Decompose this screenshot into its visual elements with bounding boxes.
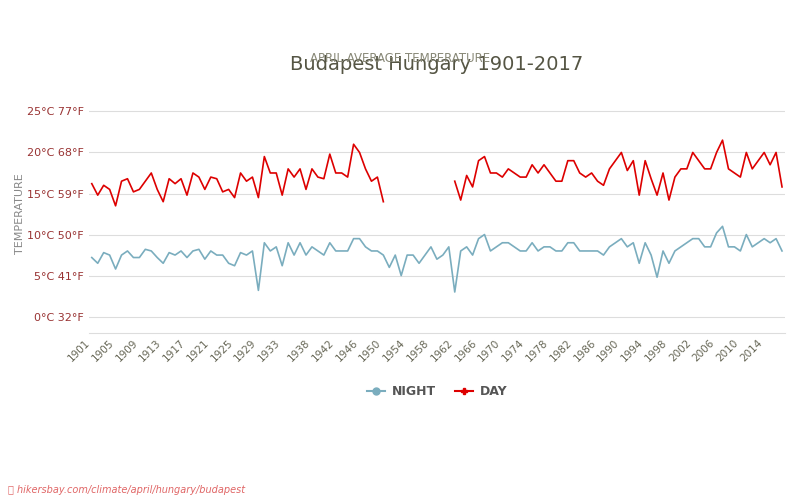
Title: Budapest Hungary 1901-2017: Budapest Hungary 1901-2017 [290, 55, 583, 74]
Legend: NIGHT, DAY: NIGHT, DAY [362, 380, 512, 403]
Text: 📍 hikersbay.com/climate/april/hungary/budapest: 📍 hikersbay.com/climate/april/hungary/bu… [8, 485, 245, 495]
Text: APRIL AVERAGE TEMPERATURE: APRIL AVERAGE TEMPERATURE [310, 52, 490, 66]
Y-axis label: TEMPERATURE: TEMPERATURE [15, 174, 25, 254]
